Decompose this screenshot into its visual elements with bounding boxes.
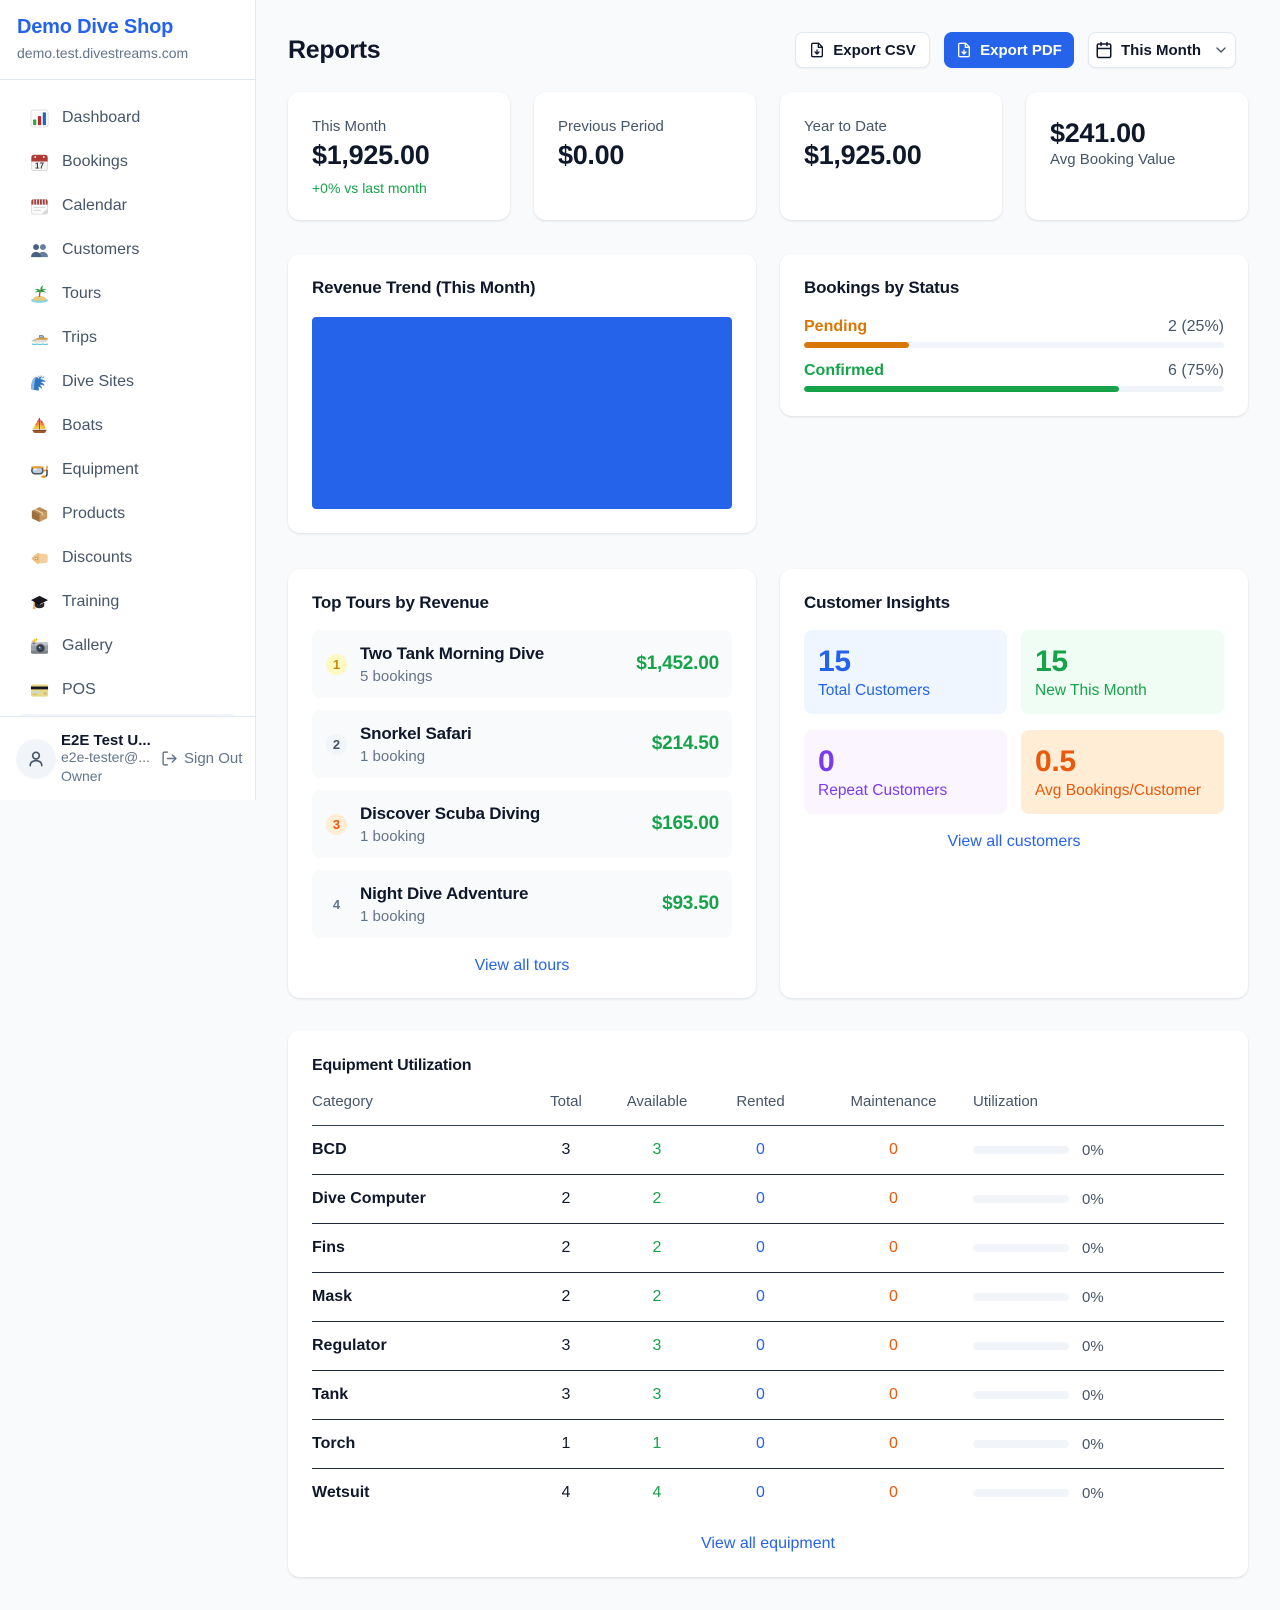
- svg-text:17: 17: [35, 161, 44, 170]
